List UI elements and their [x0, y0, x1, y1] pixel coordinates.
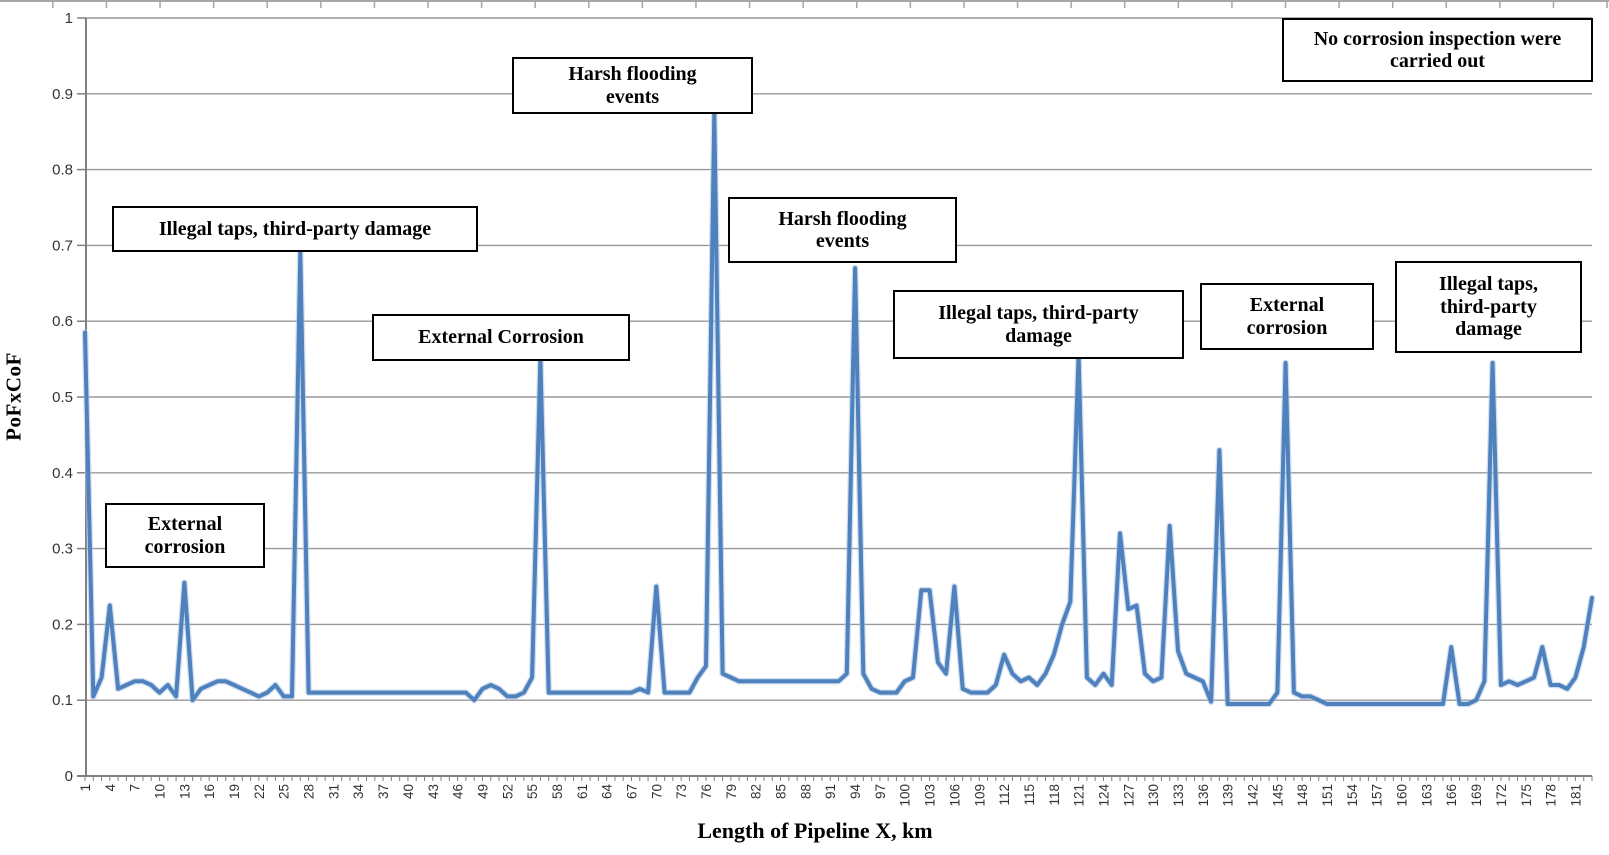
- x-axis-title: Length of Pipeline X, km: [697, 818, 933, 843]
- y-tick-label: 0.7: [52, 237, 73, 254]
- x-tick-label: 7: [128, 784, 143, 792]
- x-tick-label: 40: [401, 784, 416, 799]
- x-tick-label: 154: [1345, 784, 1360, 807]
- x-tick-label: 10: [153, 784, 168, 799]
- x-tick-label: 181: [1568, 784, 1583, 807]
- x-tick-label: 109: [972, 784, 987, 807]
- y-tick-label: 0.1: [52, 692, 73, 709]
- x-tick-label: 124: [1096, 784, 1111, 807]
- annotation-box: Harsh flooding events: [728, 197, 957, 263]
- x-tick-label: 100: [898, 784, 913, 807]
- x-tick-label: 22: [252, 784, 267, 799]
- x-tick-label: 151: [1320, 784, 1335, 807]
- annotation-box: External Corrosion: [372, 314, 630, 361]
- x-tick-label: 169: [1469, 784, 1484, 807]
- y-tick-label: 0.5: [52, 389, 73, 406]
- x-tick-label: 67: [624, 784, 639, 799]
- x-tick-label: 175: [1519, 784, 1534, 807]
- x-tick-label: 1: [78, 784, 93, 792]
- x-tick-label: 94: [848, 784, 863, 800]
- y-axis-title: PoFxCoF: [1, 352, 26, 441]
- x-tick-label: 163: [1419, 784, 1434, 807]
- y-tick-label: 0.2: [52, 616, 73, 633]
- x-tick-label: 160: [1395, 784, 1410, 807]
- x-tick-label: 136: [1196, 784, 1211, 807]
- x-tick-label: 70: [649, 784, 664, 799]
- x-tick-label: 166: [1444, 784, 1459, 807]
- y-tick-label: 0.6: [52, 313, 73, 330]
- y-tick-label: 0.4: [52, 465, 73, 482]
- x-tick-label: 91: [823, 784, 838, 799]
- x-tick-label: 127: [1121, 784, 1136, 807]
- annotation-box: No corrosion inspection were carried out: [1282, 18, 1593, 82]
- annotation-box: External corrosion: [105, 503, 265, 568]
- x-tick-label: 31: [326, 784, 341, 799]
- pofxcof-series-line: [83, 110, 1594, 706]
- x-tick-label: 46: [451, 784, 466, 799]
- x-tick-label: 112: [997, 784, 1012, 806]
- x-tick-label: 73: [674, 784, 689, 799]
- annotation-box: Illegal taps, third-party damage: [893, 290, 1184, 359]
- x-tick-label: 13: [177, 784, 192, 799]
- x-tick-label: 157: [1370, 784, 1385, 807]
- x-tick-label: 4: [103, 784, 118, 792]
- x-tick-label: 118: [1047, 784, 1062, 806]
- x-tick-label: 19: [227, 784, 242, 799]
- x-tick-label: 85: [774, 784, 789, 799]
- y-tick-label: 0: [65, 768, 73, 785]
- x-tick-label: 64: [600, 784, 615, 800]
- x-tick-label: 148: [1295, 784, 1310, 807]
- x-tick-label: 34: [351, 784, 366, 800]
- x-tick-label: 28: [302, 784, 317, 799]
- x-tick-label: 58: [550, 784, 565, 799]
- x-tick-label: 115: [1022, 784, 1037, 806]
- x-tick-label: 16: [202, 784, 217, 799]
- x-tick-label: 79: [724, 784, 739, 799]
- x-tick-label: 55: [525, 784, 540, 799]
- x-tick-label: 76: [699, 784, 714, 799]
- x-tick-label: 82: [749, 784, 764, 799]
- x-tick-label: 49: [475, 784, 490, 799]
- x-tick-label: 133: [1171, 784, 1186, 807]
- y-tick-label: 0.3: [52, 541, 73, 558]
- x-tick-label: 97: [873, 784, 888, 799]
- y-tick-label: 0.8: [52, 162, 73, 179]
- annotation-box: External corrosion: [1200, 283, 1374, 350]
- annotation-box: Harsh flooding events: [512, 57, 753, 114]
- x-tick-label: 130: [1146, 784, 1161, 807]
- x-tick-label: 25: [277, 784, 292, 799]
- x-tick-label: 37: [376, 784, 391, 799]
- x-tick-label: 88: [798, 784, 813, 799]
- x-tick-label: 121: [1072, 784, 1087, 807]
- x-tick-label: 178: [1544, 784, 1559, 807]
- x-tick-label: 103: [923, 784, 938, 807]
- x-tick-label: 172: [1494, 784, 1509, 807]
- annotation-box: Illegal taps, third-party damage: [112, 206, 478, 252]
- x-tick-label: 106: [947, 784, 962, 807]
- annotation-box: Illegal taps, third-party damage: [1395, 261, 1582, 353]
- worksheet-ruler: [0, 0, 1609, 8]
- x-tick-label: 52: [500, 784, 515, 799]
- x-tick-label: 43: [426, 784, 441, 799]
- x-tick-label: 139: [1221, 784, 1236, 807]
- x-tick-label: 61: [575, 784, 590, 799]
- x-tick-label: 145: [1270, 784, 1285, 807]
- y-tick-label: 0.9: [52, 86, 73, 103]
- x-tick-label: 142: [1246, 784, 1261, 807]
- y-tick-label: 1: [65, 10, 73, 27]
